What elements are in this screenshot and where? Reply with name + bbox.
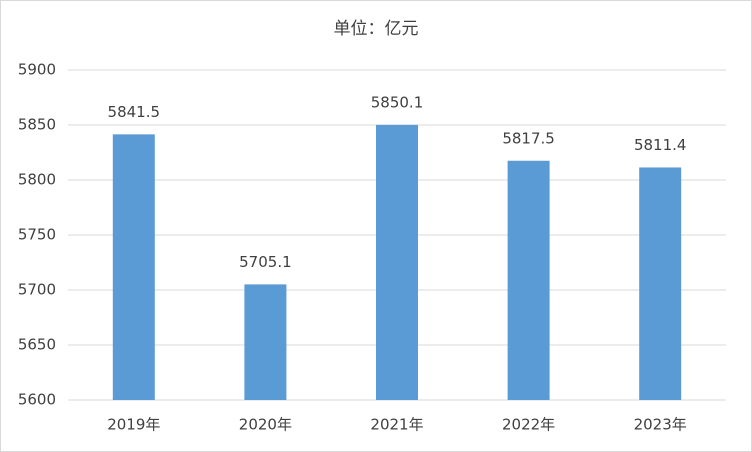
x-tick-label: 2020年 bbox=[239, 416, 292, 434]
x-tick-label: 2022年 bbox=[502, 416, 555, 434]
y-tick-label: 5900 bbox=[18, 61, 56, 79]
value-label: 5850.1 bbox=[371, 93, 424, 111]
bar bbox=[112, 134, 155, 400]
y-tick-label: 5600 bbox=[18, 391, 56, 409]
y-tick-label: 5750 bbox=[18, 226, 56, 244]
bar bbox=[244, 284, 287, 400]
x-tick-label: 2019年 bbox=[107, 416, 160, 434]
value-label: 5705.1 bbox=[239, 253, 292, 271]
bar bbox=[376, 124, 418, 400]
x-tick-label: 2021年 bbox=[370, 416, 423, 434]
y-tick-label: 5850 bbox=[18, 116, 56, 134]
x-tick-label: 2023年 bbox=[634, 416, 687, 434]
y-tick-label: 5800 bbox=[18, 171, 56, 189]
chart-title: 单位：亿元 bbox=[334, 19, 419, 39]
value-label: 5817.5 bbox=[502, 129, 555, 147]
y-tick-label: 5700 bbox=[18, 281, 56, 299]
value-label: 5841.5 bbox=[108, 103, 161, 121]
value-label: 5811.4 bbox=[634, 136, 687, 154]
y-tick-label: 5650 bbox=[18, 336, 56, 354]
bar bbox=[639, 167, 682, 400]
bar bbox=[507, 160, 550, 400]
